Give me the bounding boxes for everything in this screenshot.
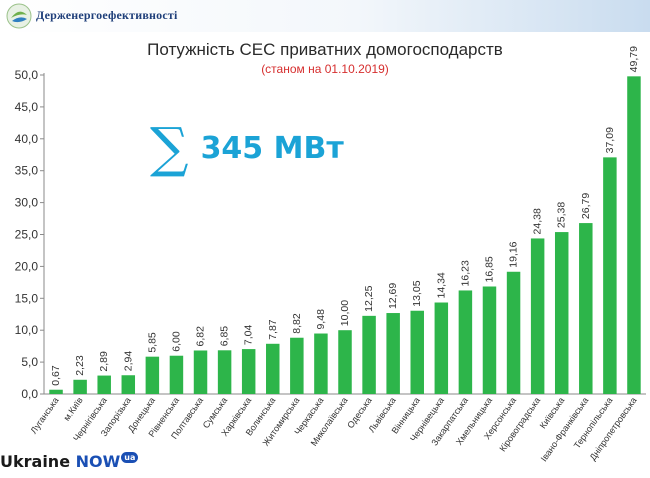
total-value: 345 МВт [200, 130, 344, 166]
bar [193, 350, 208, 394]
bar-value-label: 7,87 [267, 319, 279, 340]
y-tick-label: 15,0 [15, 291, 39, 305]
chart-title: Потужність СЕС приватних домогосподарств [147, 40, 503, 59]
y-tick-label: 35,0 [15, 164, 39, 178]
y-tick-label: 0,0 [21, 387, 38, 401]
bar [410, 310, 424, 394]
bar [530, 238, 545, 394]
watermark-part1: Ukraine [0, 452, 76, 471]
bar-value-label: 2,23 [74, 355, 86, 376]
bar [627, 76, 641, 395]
agency-logo-icon [6, 3, 32, 29]
bar-value-label: 13,05 [411, 280, 423, 306]
bar-value-label: 12,25 [363, 285, 375, 311]
bar [121, 375, 136, 394]
chart-subtitle: (станом на 01.10.2019) [261, 62, 389, 76]
x-tick-label: Дніпропетровська [588, 395, 639, 462]
bar [73, 379, 87, 394]
bar [314, 333, 328, 394]
header-bar: Держенергоефективності [0, 0, 650, 32]
sigma-icon: ∑ [150, 116, 189, 179]
bar-value-label: 12,69 [387, 283, 399, 309]
y-tick-label: 50,0 [15, 68, 39, 82]
y-tick-label: 20,0 [15, 259, 39, 273]
bar-value-label: 6,00 [170, 331, 182, 352]
agency-name: Держенергоефективності [36, 8, 178, 22]
bar-value-label: 8,82 [291, 313, 303, 334]
bar [603, 157, 617, 394]
bar-value-label: 2,94 [122, 351, 134, 372]
total-capacity: ∑ 345 МВт [150, 120, 344, 176]
bar [290, 337, 304, 394]
y-tick-label: 30,0 [15, 196, 39, 210]
y-tick-label: 40,0 [15, 132, 39, 146]
bar [217, 350, 232, 394]
bar [554, 232, 569, 394]
watermark-part2: NOW [75, 452, 121, 471]
bar [362, 315, 376, 394]
bar [386, 313, 400, 394]
bar-value-label: 26,79 [580, 193, 592, 219]
bar-value-label: 7,04 [243, 324, 255, 345]
bar-value-label: 5,85 [146, 332, 158, 353]
y-tick-label: 10,0 [15, 323, 39, 337]
bar-value-label: 16,23 [459, 260, 471, 286]
bar-value-label: 0,67 [50, 365, 62, 386]
bar-value-label: 2,89 [98, 351, 110, 372]
bar-value-label: 49,79 [628, 46, 640, 72]
bar [482, 286, 497, 394]
bar [506, 271, 521, 394]
bar [49, 389, 63, 394]
bar [145, 356, 160, 394]
bar [266, 343, 280, 394]
bar [97, 375, 111, 394]
ukraine-now-watermark: Ukraine NOW ua [0, 452, 139, 471]
bar-value-label: 37,09 [604, 127, 616, 153]
bar-value-label: 6,85 [219, 326, 231, 347]
bar [579, 223, 593, 394]
bar [458, 290, 473, 394]
watermark-badge: ua [121, 452, 139, 463]
bar-value-label: 6,82 [195, 326, 207, 347]
bar-value-label: 9,48 [315, 309, 327, 330]
bar [169, 355, 184, 394]
bar [241, 349, 256, 394]
bar-value-label: 10,00 [339, 300, 351, 326]
bar-value-label: 19,16 [508, 241, 520, 267]
bar-value-label: 25,38 [556, 202, 568, 228]
bar [434, 302, 449, 394]
bar-value-label: 14,34 [435, 272, 447, 298]
bar-value-label: 24,38 [532, 208, 544, 234]
x-tick-label: м.Київ [62, 395, 85, 422]
bar-value-label: 16,85 [483, 256, 495, 282]
y-tick-label: 25,0 [15, 228, 39, 242]
bar [338, 330, 352, 394]
y-tick-label: 5,0 [21, 355, 38, 369]
x-tick-label: Луганська [28, 395, 60, 435]
y-tick-label: 45,0 [15, 100, 39, 114]
